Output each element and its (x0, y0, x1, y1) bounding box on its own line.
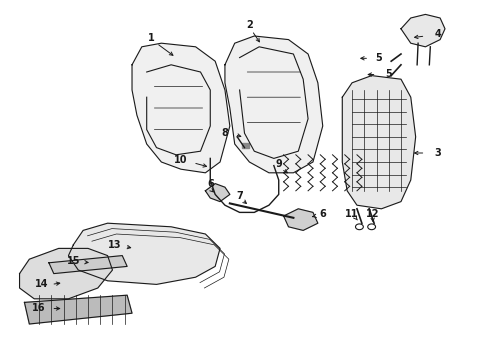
Polygon shape (24, 295, 132, 324)
Text: 5: 5 (385, 69, 391, 79)
Text: 10: 10 (174, 155, 187, 165)
Text: 4: 4 (433, 29, 440, 39)
Polygon shape (400, 14, 444, 47)
Polygon shape (224, 36, 322, 173)
Polygon shape (49, 256, 127, 274)
Text: 11: 11 (345, 209, 358, 219)
Text: 5: 5 (375, 53, 382, 63)
Polygon shape (68, 223, 220, 284)
Text: 1: 1 (148, 33, 155, 43)
Text: 8: 8 (221, 128, 228, 138)
Polygon shape (283, 209, 317, 230)
Polygon shape (20, 248, 112, 299)
Text: 7: 7 (236, 191, 243, 201)
Text: 6: 6 (206, 179, 213, 189)
Text: 3: 3 (433, 148, 440, 158)
Text: 15: 15 (66, 256, 80, 266)
Bar (242, 143, 249, 148)
Polygon shape (132, 43, 229, 173)
Polygon shape (205, 184, 229, 202)
Text: 13: 13 (108, 240, 122, 250)
Text: 16: 16 (32, 303, 46, 313)
Text: 14: 14 (35, 279, 48, 289)
Text: 9: 9 (275, 159, 282, 169)
Text: 2: 2 (245, 20, 252, 30)
Text: 12: 12 (365, 209, 379, 219)
Text: 6: 6 (319, 209, 325, 219)
Polygon shape (342, 76, 415, 209)
